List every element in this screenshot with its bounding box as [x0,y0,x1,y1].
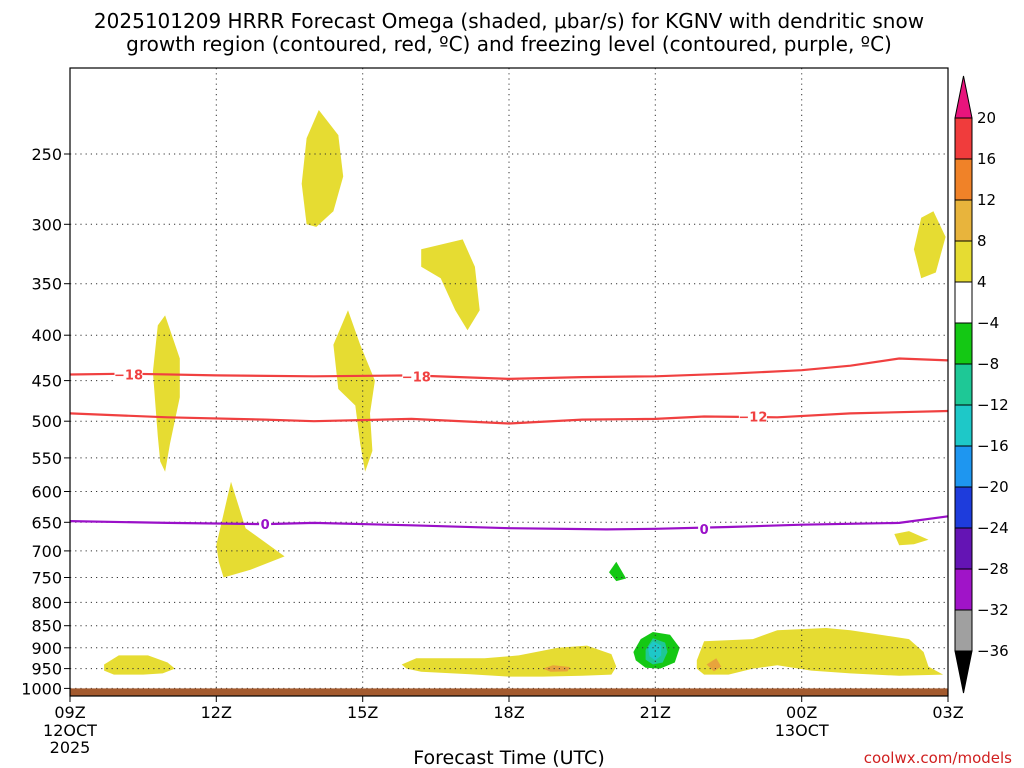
contour-line-0 [69,357,949,380]
omega-green-750 [609,561,627,582]
pressure-axis: 250 300 350 400 450 500 550 600 650 700 750 800 850 9… [21,145,70,698]
chart-title-line-1: 2025101209 HRRR Forecast Omega (shaded, … [94,9,924,33]
colorbar-swatch-2 [954,158,973,201]
contour-line-1 [69,409,949,425]
colorbar-label-9: −20 [977,478,1009,496]
omega-yellow-660 [216,481,285,578]
contour-label-2-0: 0 [261,518,270,533]
colorbar-label-13: −36 [977,642,1009,660]
omega-cyan-900 [648,641,662,661]
y-tick-label-700: 700 [31,542,62,561]
contour-label-bg-0-0 [114,366,143,382]
colorbar-swatch-3 [954,199,973,242]
colorbar-label-3: 8 [977,232,987,250]
colorbar-swatch-11 [954,527,973,570]
watermark: coolwx.com/models [864,749,1012,767]
colorbar-swatch-10 [954,486,973,529]
colorbar-swatch-6 [954,322,973,365]
colorbar-label-11: −28 [977,560,1009,578]
colorbar-label-0: 20 [977,109,996,127]
colorbar-swatch-13 [954,609,973,652]
omega-orange-940 [706,658,722,672]
contour-label-bg-2-0 [259,516,272,532]
omega-yellow-440 [333,310,375,472]
chart-title-line-2: growth region (contoured, red, ºC) and f… [126,32,892,56]
omega-yellow-350 [421,239,480,331]
y-tick-label-600: 600 [31,483,62,502]
contour-label-bg-0-1 [402,368,431,384]
x-tick-label-21Z: 21Z [640,703,671,722]
y-tick-label-450: 450 [31,372,62,391]
y-tick-label-900: 900 [31,639,62,658]
y-tick-label-550: 550 [31,449,62,468]
x-tick-label-09Z: 09Z [54,703,85,722]
plot-area: −18 −18 −12 0 0 [69,67,949,697]
colorbar-bottom-arrow [954,650,973,694]
x-tick-label-00Z: 00Z [786,703,817,722]
colorbar-label-5: −4 [977,314,999,332]
omega-shaded-regions [104,110,946,677]
colorbar-label-1: 16 [977,150,996,168]
colorbar-label-2: 12 [977,191,996,209]
colorbar-swatch-7 [954,363,973,406]
x-tick-label-12Z: 12Z [201,703,232,722]
contour-label-0-0: −18 [114,369,143,384]
y-tick-label-800: 800 [31,593,62,612]
y-tick-label-300: 300 [31,215,62,234]
colorbar-label-10: −24 [977,519,1009,537]
contour-label-2-1: 0 [700,523,709,538]
x-tick-sublabel-09Z-1: 2025 [50,738,91,757]
omega-yellow-310 [913,211,946,279]
colorbar-label-8: −16 [977,437,1009,455]
omega-yellow-450 [152,315,180,472]
x-tick-sublabel-09Z-0: 12OCT [43,721,97,740]
y-tick-label-250: 250 [31,145,62,164]
colorbar-swatch-12 [954,568,973,611]
omega-colorbar: 20 16 12 8 4 −4 −8 −12 −16 −20 −24 −28 −32 −36 [954,75,1009,694]
ground-terrain [70,688,948,696]
omega-orange-950 [543,665,570,672]
colorbar-swatch-5 [954,281,973,324]
x-tick-sublabel-00Z-0: 13OCT [775,721,829,740]
colorbar-top-arrow [954,75,973,119]
omega-yellow-950-left [104,655,175,675]
colorbar-label-6: −8 [977,355,999,373]
contour-lines: −18 −18 −12 0 0 [69,357,949,538]
contour-label-bg-2-1 [698,520,711,536]
omega-yellow-250 [301,110,344,227]
colorbar-swatch-9 [954,445,973,488]
colorbar-label-4: 4 [977,273,987,291]
contour-label-bg-1-0 [738,408,767,424]
y-tick-label-350: 350 [31,275,62,294]
x-axis-label: Forecast Time (UTC) [413,747,604,768]
omega-yellow-680 [894,531,929,546]
contour-line-2 [69,515,949,531]
y-tick-label-400: 400 [31,326,62,345]
y-tick-label-500: 500 [31,412,62,431]
x-tick-label-03Z: 03Z [932,703,963,722]
y-tick-label-650: 650 [31,513,62,532]
omega-yellow-900-right [696,628,944,676]
y-tick-label-1000: 1000 [21,679,62,698]
contour-label-0-1: −18 [402,370,431,385]
colorbar-swatch-1 [954,117,973,160]
x-tick-label-15Z: 15Z [347,703,378,722]
colorbar-swatch-4 [954,240,973,283]
x-tick-label-18Z: 18Z [493,703,524,722]
colorbar-label-12: −32 [977,601,1009,619]
colorbar-swatch-8 [954,404,973,447]
y-tick-label-750: 750 [31,569,62,588]
y-tick-label-950: 950 [31,660,62,679]
contour-label-1-0: −12 [738,411,767,426]
colorbar-label-7: −12 [977,396,1009,414]
y-tick-label-850: 850 [31,617,62,636]
